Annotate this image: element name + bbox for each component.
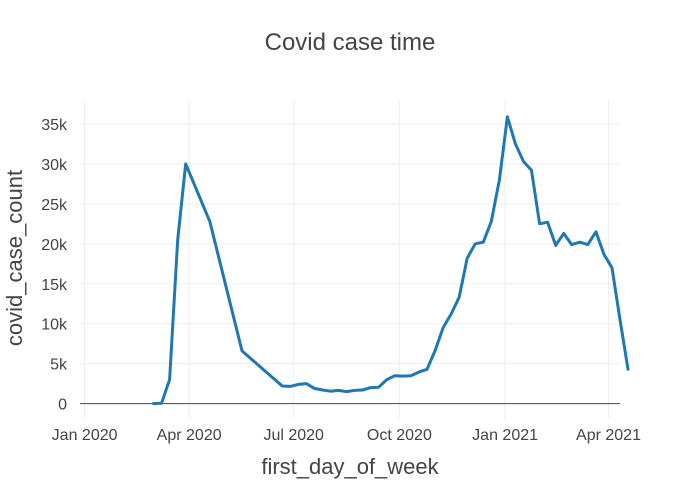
y-tick-label: 20k	[41, 237, 68, 254]
y-tick-label: 35k	[41, 117, 68, 134]
y-axis-title: covid_case_count	[2, 170, 27, 346]
y-tick-label: 5k	[50, 357, 68, 374]
y-tick-label: 30k	[41, 157, 68, 174]
y-tick-label: 15k	[41, 277, 68, 294]
y-tick-label: 10k	[41, 317, 68, 334]
x-tick-label: Oct 2020	[367, 427, 432, 444]
y-tick-label: 0	[58, 397, 67, 414]
series-line	[152, 115, 630, 406]
x-tick-label: Jul 2020	[263, 427, 324, 444]
x-tick-label: Apr 2021	[576, 427, 641, 444]
x-axis-ticks: Jan 2020 Apr 2020 Jul 2020 Oct 2020 Jan 2021…	[52, 427, 641, 444]
x-tick-label: Jan 2020	[52, 427, 118, 444]
chart-title: Covid case time	[265, 29, 436, 56]
x-axis-title: first_day_of_week	[261, 454, 439, 479]
x-tick-label: Jan 2021	[472, 427, 538, 444]
y-axis-ticks: 0 5k 10k 15k 20k 25k 30k 35k	[41, 117, 68, 414]
x-tick-label: Apr 2020	[157, 427, 222, 444]
grid	[80, 100, 620, 418]
y-tick-label: 25k	[41, 197, 68, 214]
